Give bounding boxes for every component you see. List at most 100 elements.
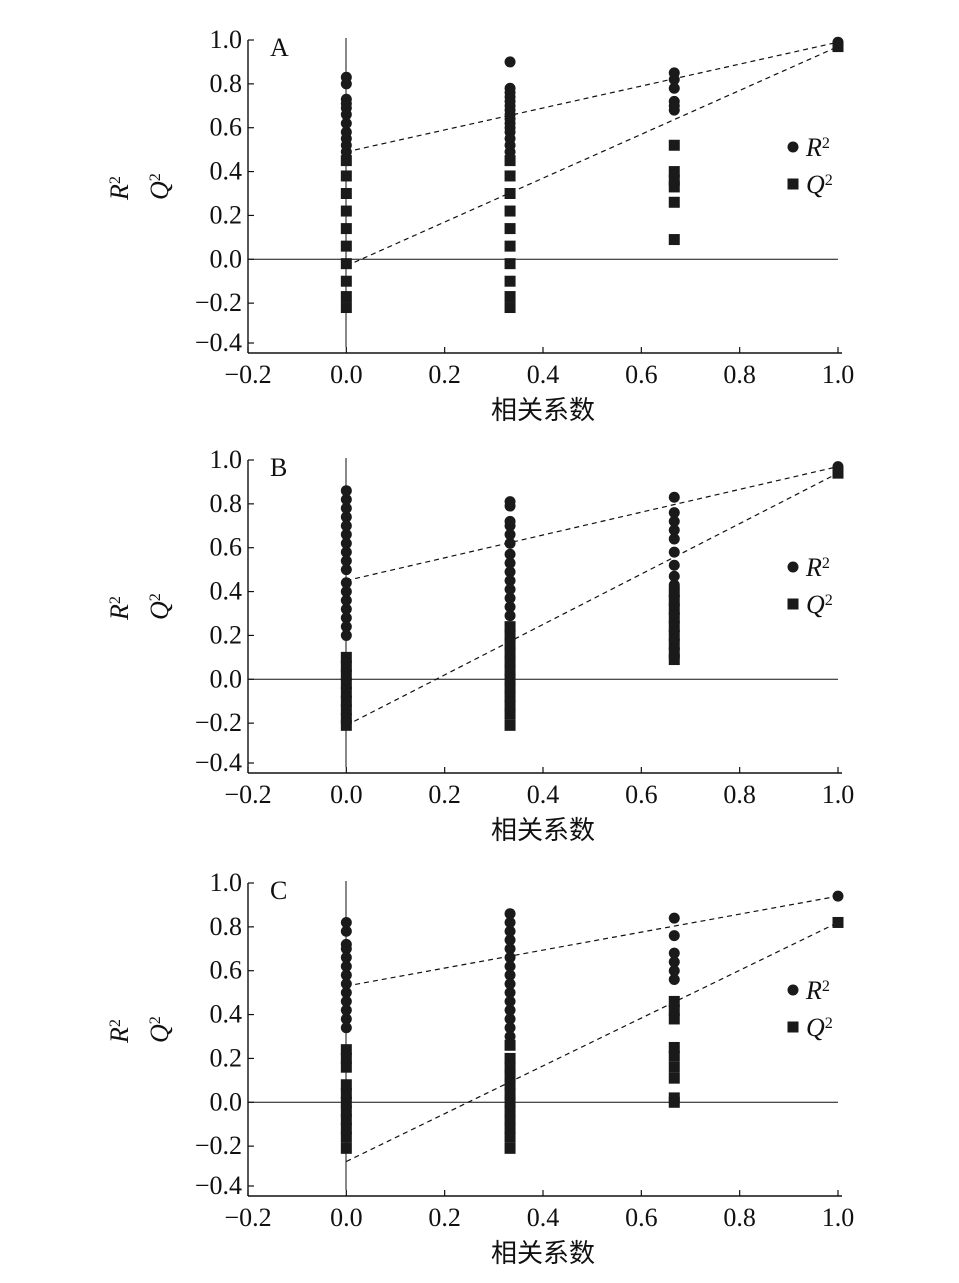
q2-point (340, 719, 352, 731)
q2-point (668, 586, 680, 598)
x-tick-label: −0.2 (224, 1203, 271, 1232)
q2-point (668, 1096, 680, 1108)
regression-line (346, 41, 839, 153)
r2-point (504, 925, 516, 937)
q2-point (504, 638, 516, 650)
y-tick-label: −0.4 (195, 328, 242, 357)
y-tick-label: −0.4 (195, 1171, 242, 1200)
r2-point (340, 555, 352, 567)
y-tick-label: −0.2 (195, 708, 242, 737)
q2-point (668, 234, 680, 246)
r2-point (668, 956, 680, 968)
r2-point (340, 577, 352, 589)
y-axis-label-r2: R2 (105, 176, 134, 201)
r2-point (340, 629, 352, 641)
q2-point (668, 612, 680, 624)
x-axis-label: 相关系数 (491, 816, 595, 845)
q2-point (340, 155, 352, 167)
r2-point (504, 934, 516, 946)
y-tick-label: 0.8 (210, 69, 243, 98)
r2-point (668, 570, 680, 582)
r2-point (504, 1022, 516, 1034)
q2-point (340, 713, 352, 725)
r2-point (340, 493, 352, 505)
q2-point (504, 155, 516, 167)
x-tick-label: 1.0 (822, 360, 855, 389)
r2-point (340, 117, 352, 129)
q2-point (340, 1105, 352, 1117)
r2-point (504, 146, 516, 158)
x-axis-label: 相关系数 (491, 1239, 595, 1268)
x-tick-label: 0.2 (428, 780, 461, 809)
x-tick-label: 0.4 (527, 360, 560, 389)
q2-point (340, 223, 352, 235)
q2-point (340, 695, 352, 707)
q2-point (668, 1004, 680, 1016)
q2-point (504, 1061, 516, 1073)
r2-point (340, 78, 352, 90)
q2-point (340, 669, 352, 681)
panel-label: A (270, 33, 289, 62)
y-tick-label: 0.0 (210, 1087, 243, 1116)
legend-r2-marker (787, 561, 799, 573)
chart-panel-a: 1.0 0.8 0.6 0.4 0.2 0.0 −0.2 −0.4 −0.2 0.0 0.2 0.4 0… (105, 25, 854, 425)
r2-point (504, 1004, 516, 1016)
r2-point (504, 943, 516, 955)
regression-line (346, 465, 839, 582)
r2-point (504, 500, 516, 512)
q2-point (504, 665, 516, 677)
q2-point (504, 302, 516, 314)
r2-point (668, 524, 680, 536)
q2-point (504, 1079, 516, 1091)
r2-point (340, 520, 352, 532)
q2-point (340, 1044, 352, 1056)
x-tick-label: 0.0 (330, 360, 363, 389)
y-tick-label: 0.0 (210, 244, 243, 273)
q2-point (668, 654, 680, 666)
x-tick-label: 0.4 (527, 780, 560, 809)
q2-point (340, 1142, 352, 1154)
r2-point (504, 56, 516, 68)
r2-point (340, 529, 352, 541)
q2-point (504, 719, 516, 731)
q2-point (504, 1105, 516, 1117)
y-tick-label: 0.4 (210, 1000, 243, 1029)
x-tick-label: 0.2 (428, 1203, 461, 1232)
q2-point (340, 258, 352, 270)
r2-point (668, 947, 680, 959)
q2-point (340, 291, 352, 303)
x-axis-label: 相关系数 (491, 396, 595, 425)
q2-point (832, 916, 844, 928)
q2-point (340, 240, 352, 252)
y-tick-label: 0.6 (210, 956, 243, 985)
q2-point (340, 170, 352, 182)
r2-point (340, 1004, 352, 1016)
r2-point (668, 965, 680, 977)
q2-point (340, 686, 352, 698)
q2-point (668, 621, 680, 633)
r2-point (504, 548, 516, 560)
r2-point (340, 564, 352, 576)
x-tick-label: 0.8 (723, 1203, 756, 1232)
legend-q2-label: Q2 (806, 170, 833, 199)
y-tick-label: 0.6 (210, 533, 243, 562)
r2-point (504, 916, 516, 928)
q2-point (340, 1052, 352, 1064)
q2-point (668, 995, 680, 1007)
q2-point (340, 275, 352, 287)
r2-point (504, 537, 516, 549)
r2-point (668, 930, 680, 942)
q2-point (504, 205, 516, 217)
regression-line (346, 921, 839, 1163)
y-axis-label-q2: Q2 (145, 1016, 174, 1043)
r2-point (340, 594, 352, 606)
q2-point (340, 1061, 352, 1073)
q2-point (504, 223, 516, 235)
x-tick-label: 0.2 (428, 360, 461, 389)
y-axis-label-r2: R2 (105, 596, 134, 621)
x-tick-label: 1.0 (822, 780, 855, 809)
q2-point (504, 1096, 516, 1108)
q2-point (504, 1114, 516, 1126)
r2-point (340, 511, 352, 523)
y-tick-label: 0.8 (210, 489, 243, 518)
